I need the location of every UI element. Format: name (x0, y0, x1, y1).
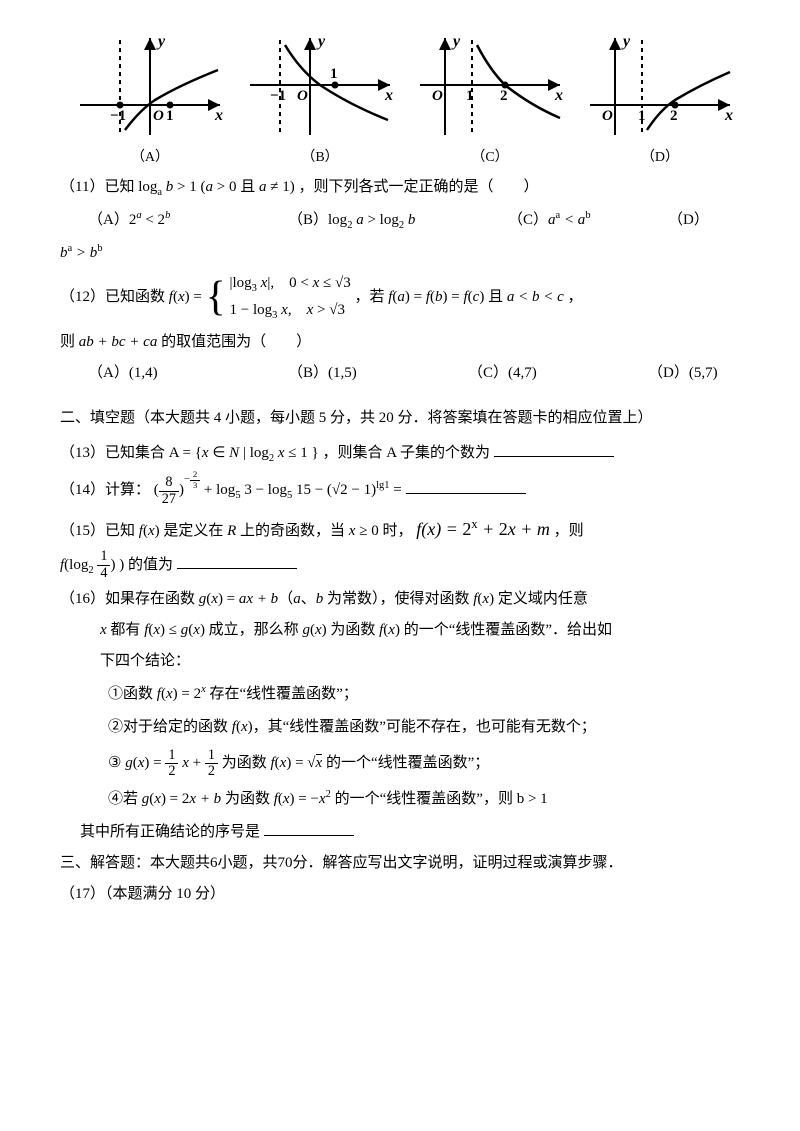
q16-blank (264, 820, 354, 836)
graph-b: −1 O 1 x y (240, 30, 400, 140)
q12-opt-d: （D）(5,7) (648, 360, 718, 387)
q16-line3: 下四个结论： (60, 648, 740, 675)
graph-d: O 1 2 x y (580, 30, 740, 140)
svg-text:2: 2 (670, 108, 678, 124)
q11-opt-d: （D） (668, 207, 709, 236)
q16-s3: ③ g(x) = 12 x + 12 为函数 f(x) = √x 的一个“线性覆… (60, 747, 740, 780)
q16-s1: ①函数 f(x) = 2x 存在“线性覆盖函数”； (60, 681, 740, 708)
q13-b: ，则集合 A 子集的个数为 (322, 445, 490, 461)
graph-label-c: （C） (410, 145, 570, 170)
svg-text:1: 1 (466, 88, 474, 104)
q11: （11）已知 loga b > 1 (a > 0 且 a ≠ 1) ，则下列各式… (60, 174, 740, 203)
svg-text:1: 1 (166, 108, 174, 124)
q12-piecewise: |log3 x|, 0 < x ≤ √3 1 − log3 x, x > √3 (230, 271, 351, 325)
q12-stem-a: （12）已知函数 (60, 289, 169, 305)
q16-s2: ②对于给定的函数 f(x)，其“线性覆盖函数”可能不存在，也可能有无数个； (60, 714, 740, 741)
q15-log: f(log2 (60, 557, 97, 573)
q15-a: （15）已知 f(x) 是定义在 R 上的奇函数，当 x ≥ 0 时， (60, 523, 412, 539)
svg-text:2: 2 (500, 88, 508, 104)
q14-a: （14）计算： (60, 482, 150, 498)
svg-text:O: O (602, 108, 613, 124)
q12-line2: 则 ab + bc + ca 的取值范围为（ ） (60, 329, 740, 356)
q12-opt-a: （A）(1,4) (60, 360, 288, 387)
q11-opt-a: （A）2a < 2b (60, 207, 288, 236)
q11-optd-line: ba > bb (60, 240, 740, 267)
q14-blank (406, 478, 526, 494)
q13-blank (494, 441, 614, 457)
q14: （14）计算： (827)−23 + log5 3 − log5 15 − (√… (60, 472, 740, 508)
graph-row: −1 O 1 x y −1 O 1 x y (70, 30, 740, 140)
q11-opt-c: （C）aa < ab (508, 207, 668, 236)
svg-text:O: O (432, 88, 443, 104)
q12-stem-b: ，若 f(a) = f(b) = f(c) 且 a < b < c ， (354, 289, 582, 305)
q14-expr: (827)−23 + log5 3 − log5 15 − (√2 − 1)lg… (154, 482, 394, 498)
svg-text:x: x (384, 87, 393, 104)
q12-opt-b: （B）(1,5) (288, 360, 468, 387)
svg-text:y: y (621, 33, 631, 50)
svg-text:y: y (451, 33, 461, 50)
svg-text:−1: −1 (110, 108, 126, 124)
q12-opts: （A）(1,4) （B）(1,5) （C）(4,7) （D）(5,7) (60, 360, 740, 387)
q14-eq: = (393, 482, 401, 498)
q13-set: {x ∈ N | log2 x ≤ 1 } (195, 445, 319, 461)
q15-fx: f(x) = 2x + 2x + m (416, 519, 550, 539)
graph-label-a: （A） (70, 145, 230, 170)
brace-icon: { (206, 279, 226, 317)
graph-c: O 1 2 x y (410, 30, 570, 140)
graph-labels: （A） （B） （C） （D） (70, 145, 740, 170)
svg-text:1: 1 (638, 108, 646, 124)
svg-text:−1: −1 (270, 88, 286, 104)
graph-a: −1 O 1 x y (70, 30, 230, 140)
q15-b: ) 的值为 (119, 557, 173, 573)
q16-line2: x 都有 f(x) ≤ g(x) 成立，那么称 g(x) 为函数 f(x) 的一… (60, 617, 740, 644)
q12-opt-c: （C）(4,7) (468, 360, 648, 387)
q17: （17）（本题满分 10 分） (60, 881, 740, 908)
graph-label-d: （D） (580, 145, 740, 170)
svg-text:x: x (724, 107, 733, 124)
q12: （12）已知函数 f(x) = { |log3 x|, 0 < x ≤ √3 1… (60, 271, 740, 325)
q16-s4: ④若 g(x) = 2x + b 为函数 f(x) = −x2 的一个“线性覆盖… (60, 786, 740, 813)
q13-a: （13）已知集合 A = (60, 445, 195, 461)
q15-c: ，则 (554, 523, 584, 539)
q11-stem-a: （11）已知 (60, 179, 138, 195)
section-2-header: 二、填空题（本大题共 4 小题，每小题 5 分，共 20 分．将答案填在答题卡的… (60, 405, 740, 432)
q15-line2: f(log2 14) ) 的值为 (60, 549, 740, 582)
svg-text:O: O (297, 88, 308, 104)
svg-text:y: y (316, 33, 326, 50)
svg-text:O: O (153, 108, 164, 124)
q13: （13）已知集合 A = {x ∈ N | log2 x ≤ 1 } ，则集合 … (60, 440, 740, 469)
q16-line1: （16）如果存在函数 g(x) = ax + b（a、b 为常数），使得对函数 … (60, 586, 740, 613)
section-3-header: 三、解答题：本大题共6小题，共70分．解答应写出文字说明，证明过程或演算步骤． (60, 850, 740, 877)
q16-concl: 其中所有正确结论的序号是 (60, 819, 740, 846)
q11-opts: （A）2a < 2b （B）log2 a > log2 b （C）aa < ab… (60, 207, 740, 236)
q11-opt-b: （B）log2 a > log2 b (288, 207, 508, 236)
svg-text:x: x (554, 87, 563, 104)
svg-text:x: x (214, 107, 223, 124)
graph-label-b: （B） (240, 145, 400, 170)
q15-blank (177, 553, 297, 569)
q11-stem-b: ，则下列各式一定正确的是（ ） (298, 179, 538, 195)
q11-cond: loga b > 1 (a > 0 且 a ≠ 1) (138, 179, 295, 195)
svg-text:1: 1 (330, 66, 338, 82)
q15-line1: （15）已知 f(x) 是定义在 R 上的奇函数，当 x ≥ 0 时， f(x)… (60, 513, 740, 545)
svg-text:y: y (156, 33, 166, 50)
